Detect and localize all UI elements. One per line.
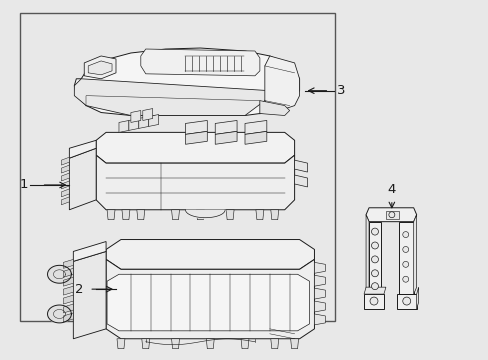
Polygon shape: [244, 131, 266, 144]
Polygon shape: [385, 211, 398, 219]
Polygon shape: [88, 61, 112, 75]
Polygon shape: [270, 339, 278, 349]
Circle shape: [371, 256, 378, 263]
Polygon shape: [74, 79, 269, 116]
Polygon shape: [61, 189, 69, 197]
Polygon shape: [148, 114, 158, 126]
Polygon shape: [368, 222, 380, 294]
Polygon shape: [185, 131, 207, 144]
Polygon shape: [142, 109, 152, 121]
Circle shape: [371, 283, 378, 290]
Polygon shape: [364, 294, 383, 309]
Polygon shape: [416, 287, 418, 309]
Polygon shape: [61, 165, 69, 173]
Polygon shape: [63, 260, 73, 268]
Polygon shape: [61, 157, 69, 165]
Polygon shape: [141, 49, 259, 76]
Polygon shape: [119, 121, 129, 132]
Polygon shape: [264, 56, 299, 111]
Polygon shape: [107, 274, 309, 331]
Polygon shape: [117, 339, 124, 349]
Polygon shape: [61, 173, 69, 181]
Polygon shape: [63, 295, 73, 304]
Text: 3: 3: [337, 84, 345, 97]
Polygon shape: [366, 215, 368, 294]
Circle shape: [402, 247, 408, 252]
Polygon shape: [314, 262, 325, 273]
Polygon shape: [96, 155, 294, 210]
Polygon shape: [106, 260, 314, 339]
Polygon shape: [63, 286, 73, 295]
Polygon shape: [63, 277, 73, 286]
Polygon shape: [107, 210, 115, 220]
Polygon shape: [122, 210, 130, 220]
Polygon shape: [61, 197, 69, 205]
Polygon shape: [61, 181, 69, 189]
Polygon shape: [398, 222, 413, 294]
Polygon shape: [69, 148, 96, 210]
Polygon shape: [196, 210, 204, 220]
Polygon shape: [396, 294, 416, 309]
Polygon shape: [294, 175, 307, 187]
Polygon shape: [84, 56, 116, 79]
Polygon shape: [47, 265, 71, 283]
Circle shape: [402, 231, 408, 238]
Polygon shape: [314, 288, 325, 299]
Polygon shape: [63, 313, 73, 322]
Polygon shape: [314, 314, 325, 325]
Polygon shape: [137, 210, 144, 220]
Polygon shape: [366, 208, 416, 222]
Polygon shape: [364, 287, 385, 294]
Polygon shape: [139, 117, 148, 129]
Polygon shape: [290, 339, 298, 349]
Polygon shape: [314, 301, 325, 312]
Polygon shape: [73, 242, 106, 261]
Polygon shape: [63, 268, 73, 277]
Circle shape: [388, 212, 394, 218]
Polygon shape: [413, 215, 416, 294]
Text: 1: 1: [19, 179, 28, 192]
Circle shape: [371, 228, 378, 235]
Text: 4: 4: [387, 183, 395, 196]
Polygon shape: [74, 48, 299, 116]
Bar: [20, 13, 335, 321]
Circle shape: [402, 297, 410, 305]
Circle shape: [369, 297, 377, 305]
Polygon shape: [206, 339, 214, 349]
Polygon shape: [96, 132, 294, 163]
Polygon shape: [47, 305, 71, 323]
Polygon shape: [73, 251, 106, 339]
Polygon shape: [294, 160, 307, 172]
Circle shape: [402, 261, 408, 267]
Polygon shape: [142, 339, 149, 349]
Polygon shape: [259, 100, 289, 116]
Polygon shape: [215, 131, 237, 144]
Circle shape: [371, 270, 378, 277]
Polygon shape: [171, 210, 179, 220]
Circle shape: [402, 276, 408, 282]
Polygon shape: [69, 140, 96, 158]
Polygon shape: [241, 339, 248, 349]
Polygon shape: [171, 339, 179, 349]
Text: 2: 2: [75, 283, 83, 296]
Polygon shape: [106, 239, 314, 269]
Polygon shape: [244, 121, 266, 134]
Polygon shape: [255, 210, 264, 220]
Polygon shape: [215, 121, 237, 134]
Polygon shape: [225, 210, 234, 220]
Polygon shape: [314, 275, 325, 286]
Polygon shape: [131, 111, 141, 122]
Polygon shape: [185, 121, 207, 134]
Circle shape: [371, 242, 378, 249]
Polygon shape: [129, 118, 139, 130]
Polygon shape: [63, 304, 73, 313]
Polygon shape: [270, 210, 278, 220]
